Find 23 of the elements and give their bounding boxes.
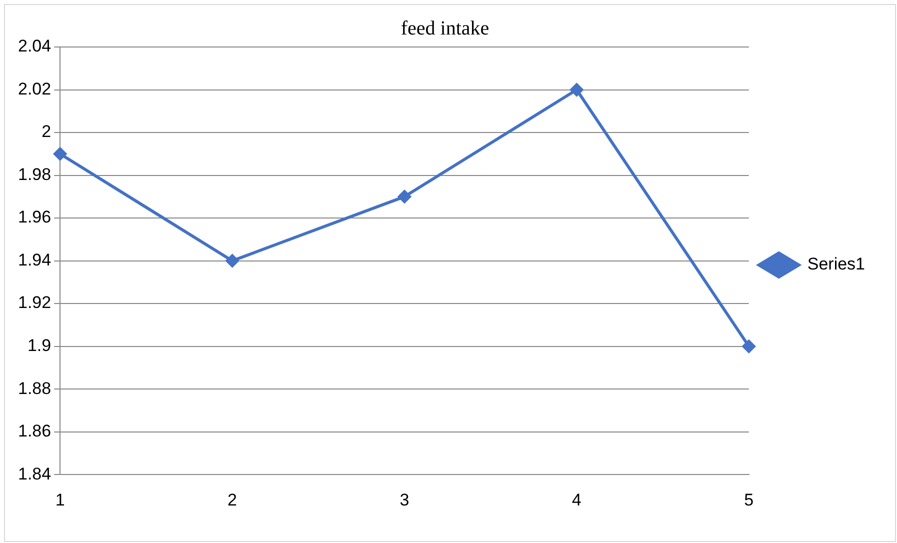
y-tick-label: 1.96 — [18, 208, 52, 227]
y-tick-label: 1.94 — [18, 250, 52, 270]
y-tick-label: 1.92 — [18, 293, 52, 312]
point — [54, 147, 67, 160]
x-tick-label: 2 — [228, 490, 238, 510]
y-tick-label: 1.86 — [18, 422, 52, 441]
point — [742, 340, 756, 353]
y-tick-label: 2 — [42, 122, 52, 142]
x-tick-label: 1 — [55, 490, 65, 510]
y-tick-label: 1.9 — [27, 336, 52, 356]
x-tick-label: 3 — [400, 490, 410, 510]
chart-title: feed intake — [400, 17, 490, 40]
legend-label: Series1 — [807, 254, 865, 274]
x-tick-label: 4 — [572, 490, 582, 510]
y-tick-label: 1.84 — [18, 464, 52, 484]
y-tick-label: 1.88 — [18, 378, 52, 398]
x-tick-label: 5 — [744, 490, 754, 510]
y-tick-label: 2.02 — [18, 79, 52, 98]
point — [226, 254, 239, 268]
y-tick-label: 2.04 — [18, 36, 52, 56]
point — [398, 190, 411, 204]
y-tick-label: 1.98 — [18, 164, 52, 184]
point — [570, 83, 584, 96]
